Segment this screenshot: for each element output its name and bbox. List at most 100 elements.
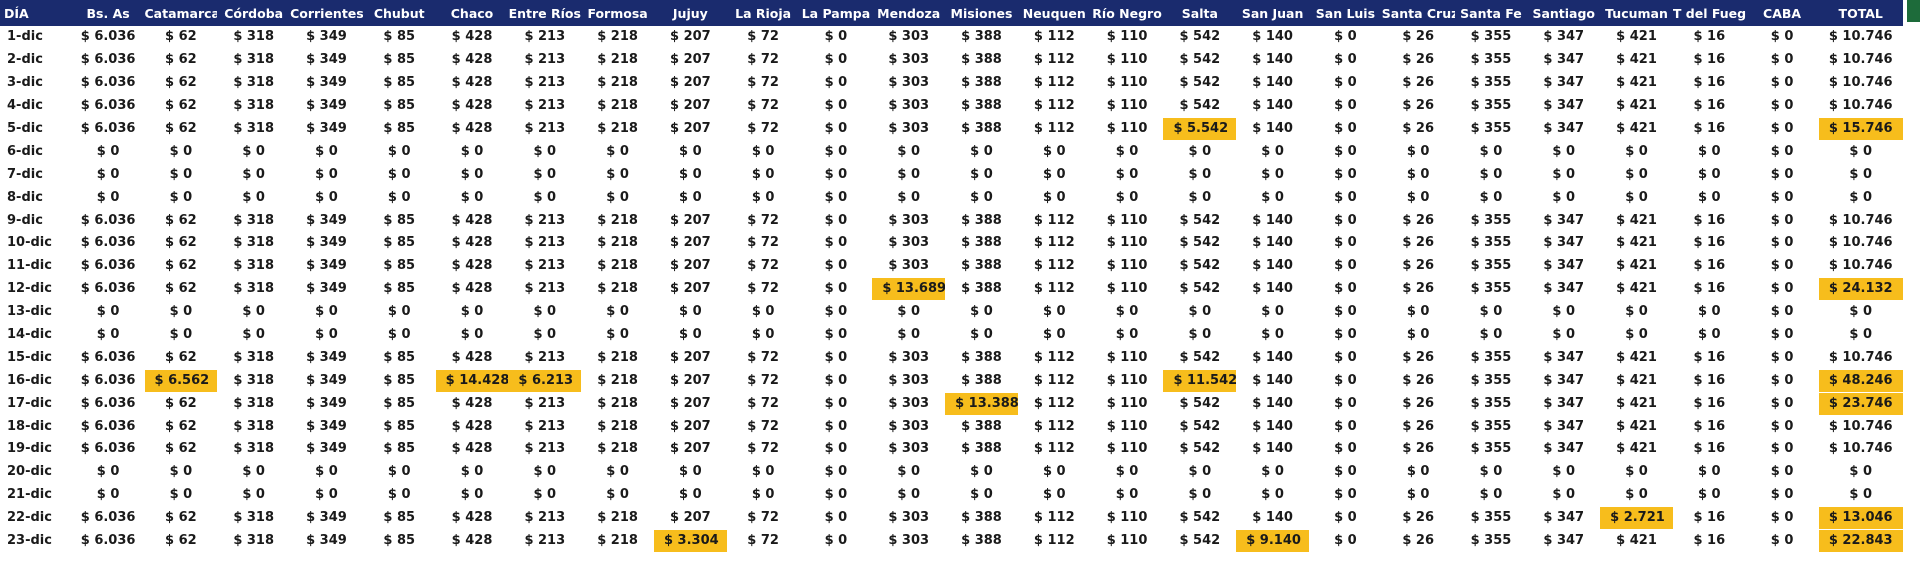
amount-cell[interactable]: $ 0 (1527, 186, 1600, 209)
day-cell[interactable]: 8-dic (0, 186, 72, 209)
amount-cell[interactable]: $ 0 (1309, 301, 1382, 324)
amount-cell[interactable]: $ 213 (508, 392, 581, 415)
day-cell[interactable]: 18-dic (0, 415, 72, 438)
amount-cell[interactable]: $ 0 (145, 324, 218, 347)
day-cell[interactable]: 22-dic (0, 507, 72, 530)
amount-cell[interactable]: $ 140 (1236, 392, 1309, 415)
amount-cell[interactable]: $ 218 (581, 530, 654, 553)
amount-cell[interactable]: $ 140 (1236, 346, 1309, 369)
amount-cell[interactable]: $ 0 (872, 301, 945, 324)
amount-cell[interactable]: $ 0 (217, 140, 290, 163)
amount-cell[interactable]: $ 0 (72, 484, 145, 507)
amount-cell[interactable]: $ 62 (145, 278, 218, 301)
column-header[interactable]: Corrientes (290, 0, 363, 26)
amount-cell[interactable]: $ 16 (1673, 530, 1746, 553)
column-header[interactable]: La Pampa (799, 0, 873, 26)
amount-cell[interactable]: $ 0 (217, 163, 290, 186)
amount-cell[interactable]: $ 0 (1309, 163, 1382, 186)
amount-cell[interactable]: $ 62 (145, 49, 218, 72)
amount-cell[interactable]: $ 0 (945, 163, 1018, 186)
amount-cell[interactable]: $ 421 (1600, 392, 1673, 415)
amount-cell[interactable]: $ 355 (1455, 72, 1528, 95)
amount-cell[interactable]: $ 140 (1236, 95, 1309, 118)
amount-cell[interactable]: $ 0 (363, 461, 436, 484)
amount-cell[interactable]: $ 85 (363, 278, 436, 301)
amount-cell[interactable]: $ 16 (1673, 392, 1746, 415)
amount-cell[interactable]: $ 207 (654, 392, 727, 415)
amount-cell[interactable]: $ 0 (436, 461, 509, 484)
amount-cell[interactable]: $ 428 (436, 72, 509, 95)
total-cell[interactable]: $ 0 (1818, 484, 1903, 507)
amount-cell[interactable]: $ 355 (1455, 369, 1528, 392)
amount-cell[interactable]: $ 0 (1382, 324, 1455, 347)
amount-cell[interactable]: $ 0 (363, 484, 436, 507)
amount-cell[interactable]: $ 72 (727, 392, 800, 415)
amount-cell[interactable]: $ 218 (581, 118, 654, 141)
amount-cell[interactable]: $ 26 (1382, 255, 1455, 278)
amount-cell[interactable]: $ 421 (1600, 255, 1673, 278)
amount-cell[interactable]: $ 112 (1018, 49, 1091, 72)
amount-cell[interactable]: $ 0 (1382, 140, 1455, 163)
amount-cell[interactable]: $ 72 (727, 438, 800, 461)
amount-cell[interactable]: $ 303 (872, 255, 945, 278)
amount-cell[interactable]: $ 6.036 (72, 392, 145, 415)
amount-cell[interactable]: $ 0 (145, 461, 218, 484)
amount-cell[interactable]: $ 85 (363, 346, 436, 369)
amount-cell[interactable]: $ 0 (1746, 72, 1819, 95)
amount-cell[interactable]: $ 140 (1236, 438, 1309, 461)
amount-cell[interactable]: $ 0 (800, 232, 873, 255)
amount-cell[interactable]: $ 0 (1746, 530, 1819, 553)
amount-cell[interactable]: $ 303 (872, 26, 945, 49)
amount-cell[interactable]: $ 318 (217, 278, 290, 301)
amount-cell[interactable]: $ 349 (290, 438, 363, 461)
amount-cell[interactable]: $ 0 (508, 324, 581, 347)
amount-cell[interactable]: $ 16 (1673, 438, 1746, 461)
amount-cell[interactable]: $ 0 (508, 140, 581, 163)
amount-cell[interactable]: $ 14.428 (435, 369, 509, 392)
amount-cell[interactable]: $ 355 (1455, 415, 1528, 438)
amount-cell[interactable]: $ 355 (1455, 255, 1528, 278)
amount-cell[interactable]: $ 0 (290, 484, 363, 507)
amount-cell[interactable]: $ 349 (290, 72, 363, 95)
amount-cell[interactable]: $ 213 (508, 26, 581, 49)
amount-cell[interactable]: $ 542 (1163, 95, 1236, 118)
amount-cell[interactable]: $ 213 (508, 507, 581, 530)
amount-cell[interactable]: $ 0 (508, 186, 581, 209)
amount-cell[interactable]: $ 0 (145, 140, 218, 163)
amount-cell[interactable]: $ 0 (800, 278, 873, 301)
amount-cell[interactable]: $ 0 (727, 186, 800, 209)
amount-cell[interactable]: $ 218 (581, 392, 654, 415)
amount-cell[interactable]: $ 349 (290, 232, 363, 255)
amount-cell[interactable]: $ 0 (1746, 324, 1819, 347)
amount-cell[interactable]: $ 72 (727, 346, 800, 369)
total-cell[interactable]: $ 22.843 (1818, 530, 1903, 553)
amount-cell[interactable]: $ 0 (1309, 507, 1382, 530)
amount-cell[interactable]: $ 0 (1091, 484, 1164, 507)
amount-cell[interactable]: $ 318 (217, 49, 290, 72)
amount-cell[interactable]: $ 355 (1455, 232, 1528, 255)
amount-cell[interactable]: $ 207 (654, 438, 727, 461)
day-cell[interactable]: 9-dic (0, 209, 72, 232)
amount-cell[interactable]: $ 388 (945, 49, 1018, 72)
amount-cell[interactable]: $ 0 (217, 324, 290, 347)
amount-cell[interactable]: $ 0 (1309, 140, 1382, 163)
amount-cell[interactable]: $ 62 (145, 438, 218, 461)
total-cell[interactable]: $ 10.746 (1818, 346, 1903, 369)
amount-cell[interactable]: $ 388 (945, 369, 1018, 392)
amount-cell[interactable]: $ 0 (290, 163, 363, 186)
amount-cell[interactable]: $ 355 (1455, 26, 1528, 49)
amount-cell[interactable]: $ 0 (1746, 278, 1819, 301)
amount-cell[interactable]: $ 542 (1163, 530, 1236, 553)
amount-cell[interactable]: $ 428 (436, 392, 509, 415)
amount-cell[interactable]: $ 85 (363, 415, 436, 438)
day-cell[interactable]: 23-dic (0, 530, 72, 553)
column-header[interactable]: Formosa (581, 0, 654, 26)
amount-cell[interactable]: $ 207 (654, 278, 727, 301)
amount-cell[interactable]: $ 0 (1600, 324, 1673, 347)
amount-cell[interactable]: $ 355 (1455, 507, 1528, 530)
amount-cell[interactable]: $ 0 (1091, 186, 1164, 209)
amount-cell[interactable]: $ 0 (1091, 461, 1164, 484)
amount-cell[interactable]: $ 85 (363, 49, 436, 72)
amount-cell[interactable]: $ 0 (800, 415, 873, 438)
amount-cell[interactable]: $ 542 (1163, 209, 1236, 232)
